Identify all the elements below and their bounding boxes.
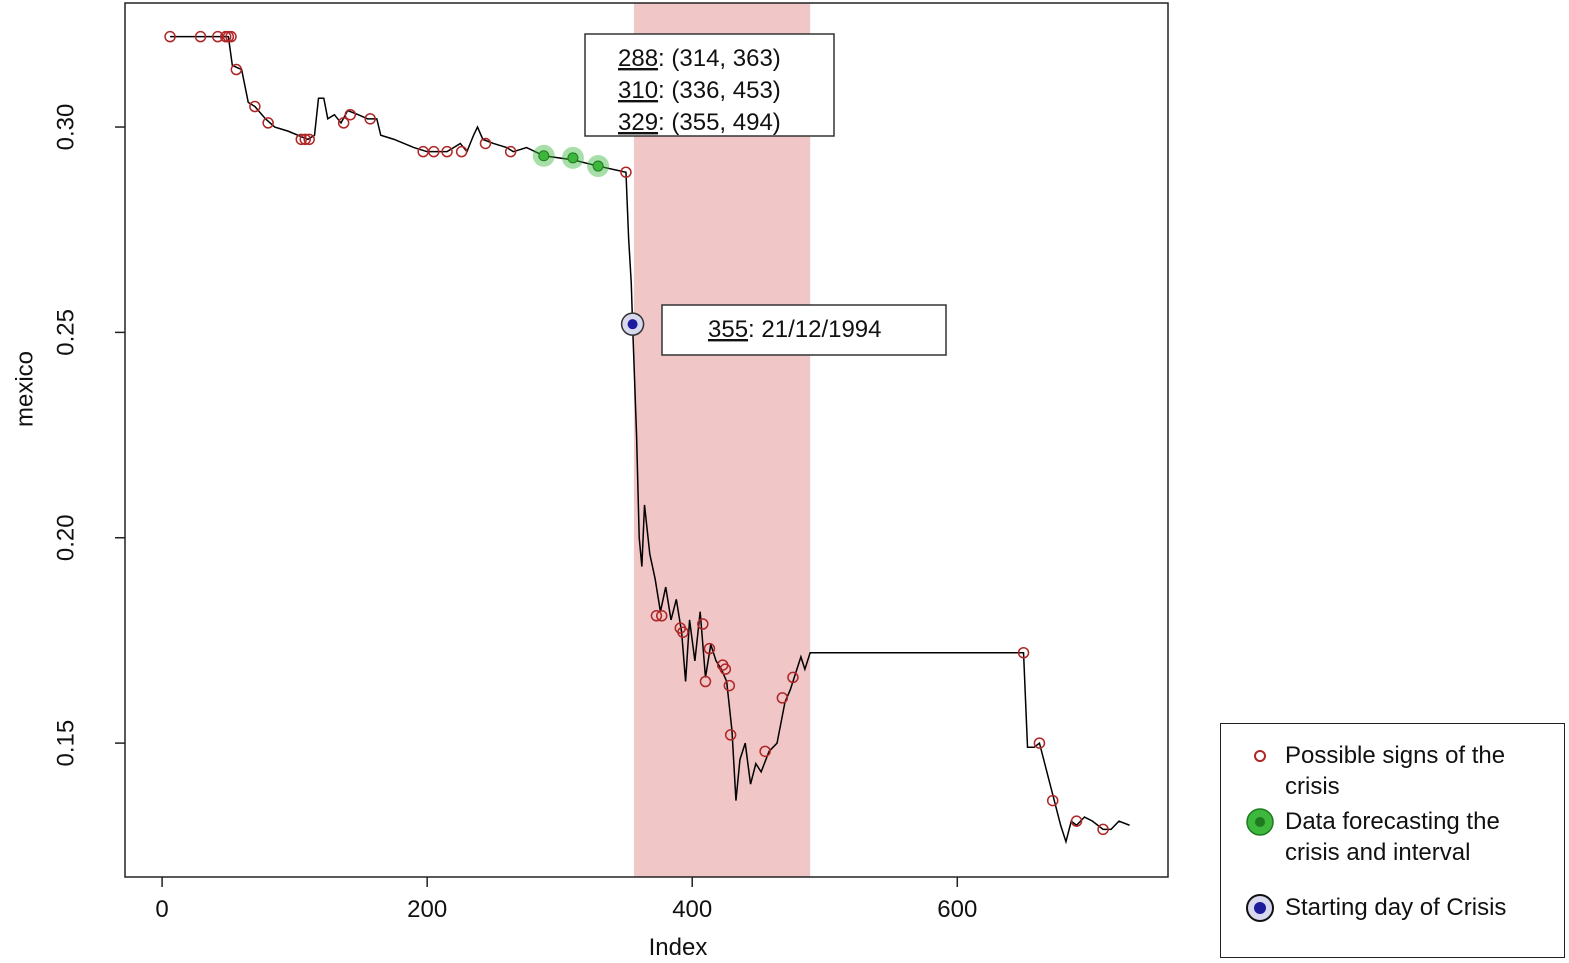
start-annotation-box: [661, 304, 947, 356]
crisis-sign-marker: [1070, 815, 1083, 827]
legend-entry: Data forecasting the crisis and interval: [1246, 806, 1515, 868]
legend-icon: [1246, 894, 1274, 922]
start-annotation-key: 355: [708, 316, 748, 343]
annotation-box: [584, 33, 835, 137]
crisis-sign-marker: [164, 30, 176, 43]
legend-symbol: [1254, 750, 1266, 762]
crisis-sign-marker: [479, 137, 492, 150]
y-axis-label: mexico: [11, 351, 38, 427]
annotation-key: 288: [618, 45, 658, 72]
crisis-sign-marker: [787, 671, 799, 684]
annotation: 310: (336, 453): [618, 77, 781, 104]
crisis-sign-marker: [262, 117, 274, 129]
data-line: [170, 35, 1130, 845]
annotation-text: : (336, 453): [658, 77, 781, 104]
crisis-sign-marker: [504, 145, 517, 158]
legend-icon: [1254, 750, 1266, 762]
start-annotation: 355: 21/12/1994: [708, 316, 882, 343]
crisis-sign-marker: [428, 145, 440, 158]
crisis-sign-marker: [1017, 647, 1030, 659]
legend: Possible signs of the crisis Data forecas…: [1220, 723, 1565, 958]
x-tick-label: 0: [155, 896, 168, 923]
crisis-sign-marker: [230, 63, 243, 76]
crisis-sign-marker: [724, 729, 737, 741]
crisis-sign-marker: [703, 642, 716, 655]
annotation: 288: (314, 363): [618, 45, 781, 72]
legend-gap: [1249, 872, 1554, 892]
crisis-sign-marker: [194, 30, 207, 43]
crisis-sign-marker: [303, 133, 315, 146]
annotation: 329: (355, 494): [618, 109, 781, 136]
start-marker: [627, 319, 638, 330]
annotation-key: 310: [618, 77, 658, 104]
forecast-marker: [538, 150, 550, 162]
annotation-key: 329: [618, 109, 658, 136]
crisis-sign-marker: [295, 133, 308, 146]
legend-icon: [1246, 808, 1274, 836]
crisis-sign-marker: [719, 663, 732, 675]
legend-entry: Starting day of Crisis: [1246, 892, 1515, 923]
crisis-sign-marker: [677, 626, 689, 638]
crisis-sign-marker: [299, 133, 311, 146]
legend-symbol: [1254, 902, 1266, 914]
plot-frame: [124, 2, 1169, 878]
crisis-sign-marker: [1033, 737, 1046, 749]
crisis-interval: [633, 3, 811, 877]
legend-entry: Possible signs of the crisis: [1249, 740, 1515, 802]
crisis-sign-marker: [697, 618, 709, 630]
crisis-sign-marker: [759, 745, 771, 758]
crisis-sign-marker: [455, 145, 468, 158]
forecast-marker: [567, 152, 579, 164]
crisis-sign-marker: [225, 30, 237, 43]
x-tick-label: 200: [407, 896, 447, 923]
crisis-sign-marker: [699, 675, 712, 688]
y-tick-label: 0.15: [52, 720, 79, 767]
y-tick-label: 0.25: [52, 309, 79, 356]
x-axis-label: Index: [649, 934, 708, 961]
forecast-marker: [592, 160, 604, 172]
crisis-sign-marker: [655, 610, 668, 622]
crisis-sign-marker: [620, 166, 632, 178]
crisis-sign-marker: [441, 145, 453, 158]
y-tick-label: 0.30: [52, 104, 79, 151]
y-tick-label: 0.20: [52, 514, 79, 561]
crisis-sign-marker: [776, 692, 789, 704]
crisis-sign-marker: [1046, 794, 1059, 807]
annotation-text: : (314, 363): [658, 45, 781, 72]
start-annotation-text: : 21/12/1994: [748, 316, 881, 343]
crisis-sign-marker: [344, 108, 357, 121]
legend-symbol: [1255, 817, 1265, 827]
legend-label: Data forecasting the crisis and interval: [1285, 808, 1500, 866]
crisis-sign-marker: [650, 610, 663, 622]
legend-label: Starting day of Crisis: [1285, 894, 1507, 921]
legend-label: Possible signs of the crisis: [1285, 742, 1506, 800]
crisis-sign-marker: [249, 100, 261, 113]
crisis-sign-marker: [1097, 823, 1109, 836]
crisis-sign-marker: [723, 679, 736, 692]
crisis-sign-marker: [337, 117, 350, 129]
x-tick-label: 400: [672, 896, 712, 923]
annotation-text: : (355, 494): [658, 109, 781, 136]
crisis-sign-marker: [364, 113, 376, 125]
x-tick-label: 600: [937, 896, 977, 923]
